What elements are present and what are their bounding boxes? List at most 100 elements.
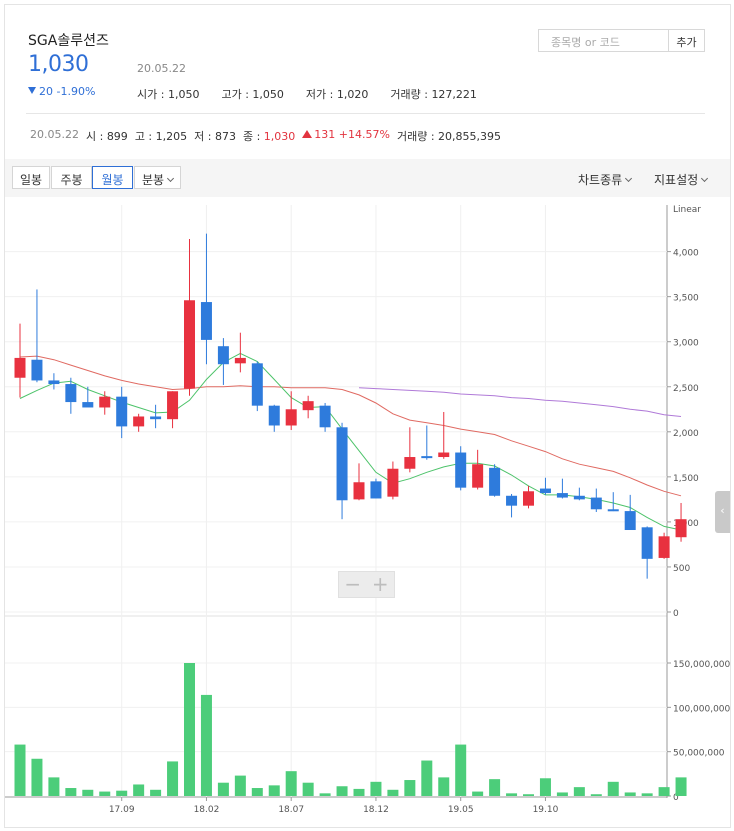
volume-bar (404, 780, 416, 796)
price-tick-label: 0 (673, 609, 679, 619)
candle-body (48, 380, 60, 385)
volume-bar (590, 794, 602, 796)
add-button[interactable]: 추가 (668, 29, 705, 52)
chart-type-menu[interactable]: 차트종류 (578, 171, 633, 188)
stat-value: 1,050 (252, 88, 284, 101)
summary-change-value: 131 (314, 128, 336, 141)
candle-body (506, 495, 518, 506)
summary-label: 종 (242, 130, 254, 143)
candle-body (607, 509, 619, 512)
candle-body (641, 527, 653, 559)
summary-value: 20,855,395 (438, 130, 502, 143)
volume-bar (455, 744, 467, 796)
volume-tick-label: 50,000,000 (673, 749, 725, 759)
candle-body (353, 482, 365, 500)
volume-bar (251, 788, 263, 796)
price-tick-label: 4,000 (673, 249, 699, 259)
candle-body (234, 357, 246, 364)
zoom-in-button[interactable]: + (371, 572, 389, 596)
candle-body (268, 405, 280, 426)
summary-value: 1,030 (263, 130, 296, 143)
stat-label: 시가 (137, 88, 158, 101)
time-tick-label: 18.02 (194, 805, 220, 815)
tab-minute[interactable]: 분봉 (134, 166, 181, 189)
volume-bar (302, 782, 314, 796)
volume-bar (641, 793, 653, 796)
down-arrow-icon (28, 87, 36, 94)
volume-bar (150, 789, 162, 796)
candle-body (82, 402, 94, 408)
summary-value: 1,205 (155, 130, 188, 143)
volume-bar (336, 786, 348, 796)
tab-daily[interactable]: 일봉 (12, 166, 50, 189)
candle-body (658, 536, 670, 558)
volume-bar (539, 778, 551, 796)
candle-body (184, 300, 195, 389)
candle-body (31, 359, 43, 381)
candle-body (421, 456, 433, 459)
volume-bar (217, 782, 229, 796)
summary-high: 고 : 1,205 (134, 130, 188, 143)
summary-change-pct: +14.57% (338, 128, 390, 141)
summary-close: 종 : 1,030 (242, 130, 296, 143)
tab-weekly[interactable]: 주봉 (51, 166, 92, 189)
volume-bar (506, 793, 518, 796)
volume-bar (370, 781, 382, 796)
stat-label: 저가 (305, 88, 327, 101)
summary-change: 131 +14.57% (302, 128, 390, 144)
candle-body (404, 457, 416, 469)
volume-bar (31, 758, 43, 796)
volume-bar (319, 793, 331, 796)
candle-body (65, 384, 77, 403)
summary-value: 899 (106, 130, 128, 143)
indicator-label: 지표설정 (654, 173, 699, 187)
time-tick-label: 18.07 (278, 805, 304, 815)
scale-type-label: Linear (673, 205, 701, 215)
candle-body (573, 495, 585, 500)
price-tick-label: 3,500 (673, 294, 699, 304)
ma-long-line (358, 387, 682, 417)
stat-label: 거래량 (390, 88, 421, 101)
quote-date: 20.05.22 (137, 62, 186, 75)
zoom-out-button[interactable]: − (344, 572, 362, 596)
summary-low: 저 : 873 (194, 130, 236, 143)
candle-body (539, 488, 551, 494)
chart-widget (4, 4, 731, 828)
volume-tick-label: 100,000,000 (673, 704, 731, 714)
volume-bar (99, 791, 111, 796)
price-tick-label: 3,000 (673, 339, 699, 349)
candle-body (556, 493, 568, 498)
time-tick-label: 19.10 (533, 805, 559, 815)
side-panel-toggle[interactable]: ‹ (715, 491, 730, 533)
volume-bar (624, 792, 636, 796)
summary-label: 거래량 (396, 130, 428, 143)
candle-body (472, 464, 484, 488)
candle-body (251, 363, 263, 406)
candle-body (336, 427, 348, 501)
volume-tick-label: 150,000,000 (673, 660, 731, 670)
chart-type-label: 차트종류 (578, 173, 623, 187)
candle-body (489, 467, 501, 496)
indicator-menu[interactable]: 지표설정 (654, 171, 709, 188)
chart-toolbar: 일봉 주봉 월봉 분봉 차트종류 지표설정 (5, 159, 730, 197)
volume-bar (438, 777, 450, 796)
volume-bar (167, 761, 179, 796)
volume-bar (65, 788, 77, 796)
tab-monthly[interactable]: 월봉 (92, 166, 133, 189)
stock-search-input[interactable]: 종목명 or 코드 (538, 29, 669, 52)
volume-bar (387, 789, 399, 796)
volume-bar (82, 789, 94, 796)
ma-mid-line (19, 355, 682, 497)
price-tick-label: 2,500 (673, 384, 699, 394)
volume-bar (48, 777, 60, 796)
candle-body (319, 405, 331, 428)
divider (26, 113, 705, 114)
current-price: 1,030 (28, 52, 89, 77)
volume-bar (658, 787, 670, 796)
volume-bar (184, 663, 195, 796)
candle-body (302, 401, 314, 411)
zoom-control: − + (338, 571, 395, 598)
summary-label: 고 (134, 130, 145, 143)
candle-body (133, 416, 145, 427)
